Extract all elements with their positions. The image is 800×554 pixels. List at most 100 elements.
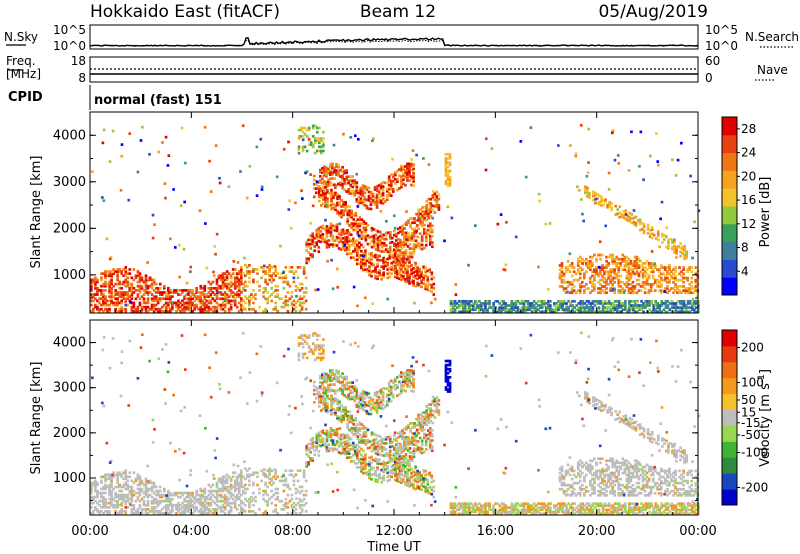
velocity-cell <box>118 485 121 489</box>
power-cell <box>110 299 113 303</box>
power-cell <box>668 302 672 305</box>
power-cell <box>336 193 339 196</box>
velocity-cell <box>376 474 379 478</box>
power-cell <box>430 283 434 287</box>
power-cell <box>520 299 524 303</box>
power-cell <box>603 302 607 305</box>
power-cell <box>425 210 429 213</box>
power-cell <box>315 241 319 245</box>
velocity-cell <box>302 493 306 497</box>
power-cell <box>195 295 199 299</box>
power-cell <box>655 132 658 135</box>
power-cell <box>599 257 602 261</box>
power-cell <box>496 222 500 226</box>
power-cell <box>235 295 239 299</box>
velocity-cell <box>191 495 194 499</box>
power-cell <box>415 153 418 157</box>
velocity-cell <box>317 443 321 447</box>
power-cell <box>311 232 315 236</box>
power-cell <box>395 234 398 238</box>
power-cell <box>536 304 540 307</box>
power-cell <box>311 255 315 259</box>
power-cell <box>551 310 554 314</box>
power-cell <box>364 251 367 255</box>
power-cell <box>248 301 251 305</box>
velocity-cell <box>356 461 359 465</box>
power-cell <box>276 284 280 288</box>
power-cell <box>605 255 608 259</box>
power-cell <box>650 302 653 305</box>
power-cell <box>368 265 371 268</box>
power-cell <box>394 269 398 273</box>
power-cell <box>175 309 178 313</box>
power-cell <box>144 309 148 313</box>
power-cell <box>681 252 684 255</box>
velocity-cell <box>96 493 99 497</box>
power-cell <box>404 267 407 271</box>
power-cell <box>661 234 664 238</box>
power-cell <box>386 263 390 267</box>
power-cell <box>337 169 340 173</box>
power-cell <box>648 299 651 303</box>
power-cell <box>209 299 213 303</box>
power-cell <box>605 306 609 309</box>
power-cell <box>364 230 368 234</box>
colorbar-segment <box>722 223 737 243</box>
velocity-cell <box>94 508 97 511</box>
power-cell <box>589 304 593 307</box>
power-cell <box>191 309 194 313</box>
power-cell <box>585 262 588 265</box>
power-cell <box>323 240 327 244</box>
power-cell <box>414 274 417 278</box>
power-cell <box>203 284 207 288</box>
power-cell <box>318 149 321 153</box>
power-cell <box>150 293 154 296</box>
power-cell <box>242 286 245 290</box>
velocity-cell <box>302 503 306 507</box>
velocity-cell <box>400 461 404 464</box>
power-cell <box>136 284 140 288</box>
velocity-cell <box>221 503 225 507</box>
power-cell <box>369 203 373 207</box>
power-cell <box>362 234 366 238</box>
power-cell <box>688 310 692 314</box>
velocity-cell <box>398 463 402 466</box>
power-cell <box>598 200 601 204</box>
power-cell <box>317 229 321 233</box>
power-cell <box>609 268 612 272</box>
velocity-cell <box>286 493 290 497</box>
velocity-cell <box>207 497 211 501</box>
power-cell <box>163 182 167 185</box>
power-cell <box>140 295 144 299</box>
power-cell <box>209 293 213 296</box>
power-cell <box>660 291 663 295</box>
power-cell <box>298 289 302 292</box>
velocity-cell <box>138 499 142 503</box>
power-cell <box>360 266 363 270</box>
power-cell <box>397 244 400 247</box>
power-cell <box>225 282 229 286</box>
power-cell <box>181 303 184 307</box>
power-cell <box>401 228 404 232</box>
power-cell <box>386 276 390 280</box>
velocity-cell <box>128 497 132 501</box>
power-cell <box>142 293 146 296</box>
power-cell <box>239 268 243 271</box>
velocity-cell <box>382 464 385 468</box>
power-cell <box>655 268 659 272</box>
power-cell <box>330 192 333 196</box>
velocity-cell <box>96 489 99 493</box>
power-cell <box>591 310 595 314</box>
power-cell <box>562 287 566 290</box>
power-cell <box>584 187 587 191</box>
power-cell <box>384 233 388 237</box>
velocity-cell <box>410 459 414 462</box>
power-cell <box>431 196 435 199</box>
velocity-cell <box>390 465 394 469</box>
power-cell <box>142 297 146 301</box>
power-cell <box>412 177 415 181</box>
power-cell <box>418 276 421 279</box>
power-cell <box>650 310 653 314</box>
power-cell <box>602 203 605 206</box>
power-cell <box>136 309 140 313</box>
